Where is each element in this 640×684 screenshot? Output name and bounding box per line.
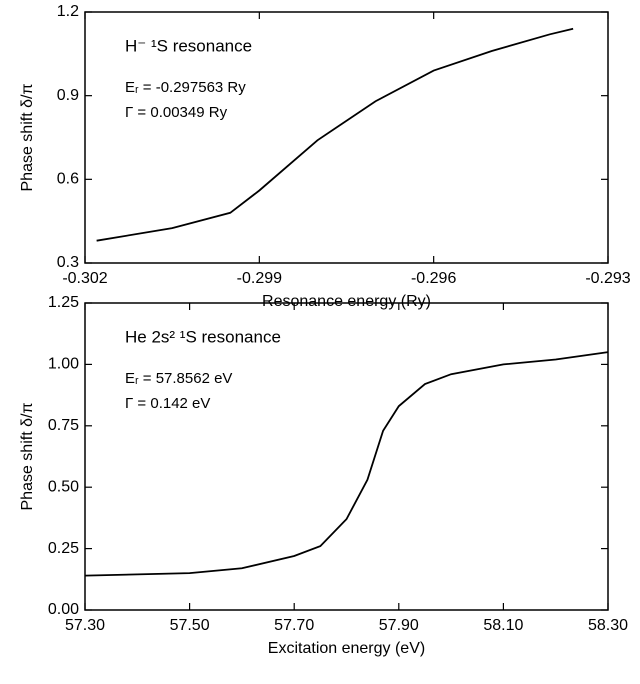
y-tick-label: 0.25 xyxy=(48,540,79,557)
y-tick-label: 0.6 xyxy=(57,171,79,188)
x-tick-label: 57.90 xyxy=(379,617,419,634)
x-tick-label: 58.10 xyxy=(483,617,523,634)
x-tick-label: 57.50 xyxy=(170,617,210,634)
y-tick-label: 1.2 xyxy=(57,3,79,20)
x-axis-label: Resonance energy (Ry) xyxy=(262,293,431,310)
annotation: Γ = 0.142 eV xyxy=(125,395,210,412)
y-axis-label: Phase shift δ/π xyxy=(19,84,36,192)
annotation: He 2s² ¹S resonance xyxy=(125,327,281,346)
annotation: Γ = 0.00349 Ry xyxy=(125,104,228,121)
x-tick-label: -0.302 xyxy=(62,270,107,287)
y-axis-label: Phase shift δ/π xyxy=(19,403,36,511)
y-tick-label: 0.00 xyxy=(48,601,79,618)
y-tick-label: 1.25 xyxy=(48,294,79,311)
plot-frame xyxy=(84,11,609,264)
x-tick-label: 57.30 xyxy=(65,617,105,634)
annotation: Eᵣ = 57.8562 eV xyxy=(125,370,232,387)
x-tick-label: -0.293 xyxy=(585,270,630,287)
y-tick-label: 0.9 xyxy=(57,87,79,104)
annotation: H⁻ ¹S resonance xyxy=(125,36,252,55)
x-tick-label: 58.30 xyxy=(588,617,628,634)
annotation: Eᵣ = -0.297563 Ry xyxy=(125,79,246,96)
x-tick-label: -0.299 xyxy=(237,270,282,287)
y-tick-label: 0.75 xyxy=(48,417,79,434)
x-axis-label: Excitation energy (eV) xyxy=(268,640,425,657)
y-tick-label: 0.50 xyxy=(48,478,79,495)
x-tick-label: -0.296 xyxy=(411,270,456,287)
y-tick-label: 1.00 xyxy=(48,356,79,373)
y-tick-label: 0.3 xyxy=(57,254,79,271)
x-tick-label: 57.70 xyxy=(274,617,314,634)
data-line xyxy=(96,27,574,242)
plot-frame xyxy=(84,302,609,611)
data-line xyxy=(84,351,609,577)
